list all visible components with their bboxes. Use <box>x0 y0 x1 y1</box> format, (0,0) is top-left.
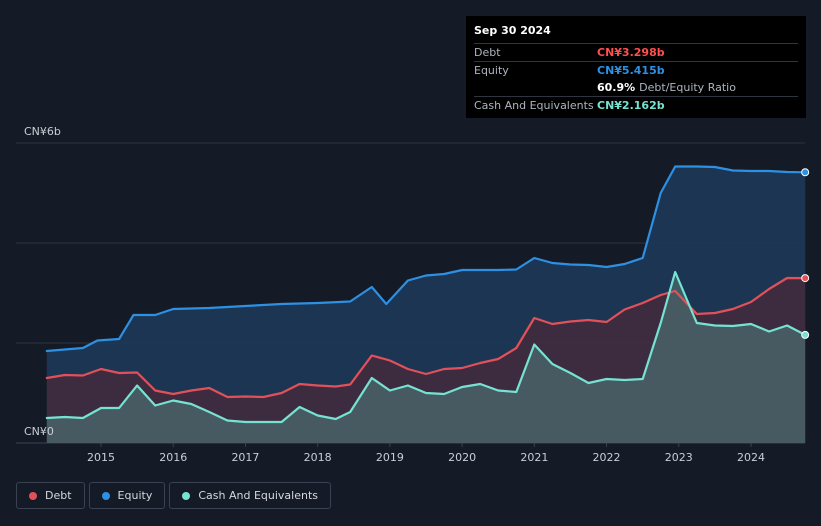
x-tick-label: 2021 <box>520 451 548 464</box>
tooltip-debt-label: Debt <box>474 46 501 59</box>
equity-end-marker <box>801 168 810 177</box>
x-tick-label: 2022 <box>593 451 621 464</box>
x-tick-label: 2020 <box>448 451 476 464</box>
tooltip-row-ratio: 60.9% Debt/Equity Ratio <box>474 79 798 96</box>
x-tick-label: 2015 <box>87 451 115 464</box>
cash-dot-icon <box>182 491 191 500</box>
x-tick-label: 2024 <box>737 451 765 464</box>
tooltip-ratio-label: Debt/Equity Ratio <box>639 81 736 94</box>
y-tick-label: CN¥0 <box>24 425 54 438</box>
tooltip-row-cash: Cash And Equivalents CN¥2.162b <box>474 96 798 114</box>
hover-tooltip: Sep 30 2024 Debt CN¥3.298b Equity CN¥5.4… <box>466 16 806 118</box>
cash-and-equivalents-area <box>46 272 806 443</box>
x-tick-label: 2023 <box>665 451 693 464</box>
equity-dot-icon <box>101 491 110 500</box>
tooltip-row-debt: Debt CN¥3.298b <box>474 43 798 61</box>
tooltip-row-equity: Equity CN¥5.415b <box>474 61 798 79</box>
legend-debt-label: Debt <box>45 489 72 502</box>
x-tick-label: 2019 <box>376 451 404 464</box>
tooltip-equity-value: CN¥5.415b <box>597 64 665 77</box>
x-tick-label: 2017 <box>231 451 259 464</box>
cash-and-equivalents-line <box>45 270 807 424</box>
legend-item-debt[interactable]: Debt <box>16 482 85 509</box>
tooltip-cash-label: Cash And Equivalents <box>474 99 594 112</box>
y-tick-label: CN¥6b <box>24 125 61 138</box>
tooltip-date: Sep 30 2024 <box>474 24 551 37</box>
debt-dot-icon <box>29 491 37 500</box>
legend-equity-label: Equity <box>117 489 153 502</box>
tooltip-ratio-value: 60.9% <box>597 81 636 94</box>
chart-legend: Debt Equity Cash And Equivalents <box>16 482 331 509</box>
tooltip-equity-label: Equity <box>474 64 509 77</box>
debt-end-marker <box>801 274 810 283</box>
legend-item-cash[interactable]: Cash And Equivalents <box>169 482 331 509</box>
tooltip-cash-value: CN¥2.162b <box>597 99 665 112</box>
x-tick-label: 2016 <box>159 451 187 464</box>
legend-item-equity[interactable]: Equity <box>88 482 166 509</box>
equity-line <box>45 165 807 353</box>
legend-cash-label: Cash And Equivalents <box>198 489 318 502</box>
cash-and-equivalents-end-marker <box>801 330 810 339</box>
x-tick-label: 2018 <box>304 451 332 464</box>
tooltip-debt-value: CN¥3.298b <box>597 46 665 59</box>
debt-line <box>45 276 807 399</box>
